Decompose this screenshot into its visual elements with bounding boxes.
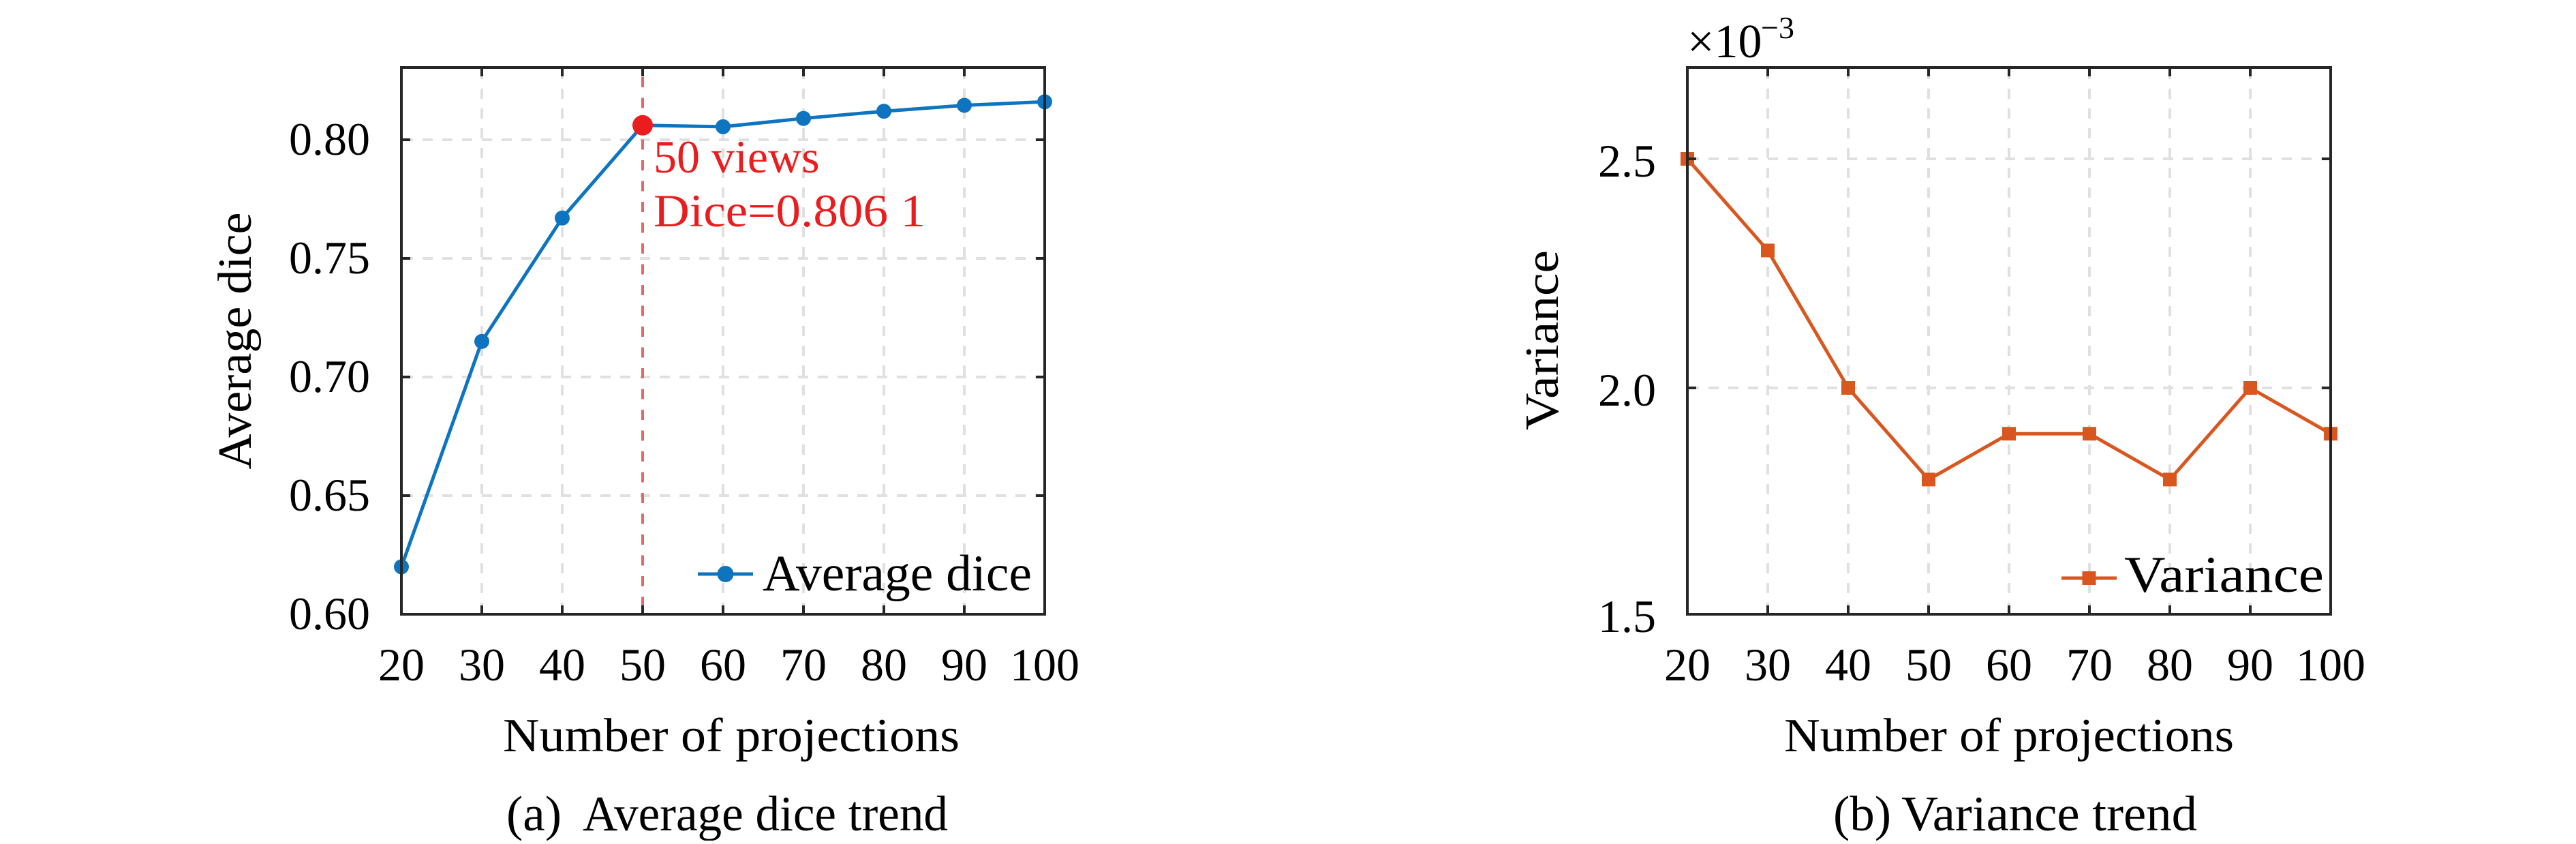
svg-text:Average dice: Average dice (763, 545, 1032, 602)
svg-text:0.70: 0.70 (289, 350, 370, 402)
svg-text:70: 70 (2066, 639, 2113, 691)
svg-text:100: 100 (2296, 639, 2365, 691)
svg-text:30: 30 (459, 639, 505, 691)
svg-text:60: 60 (1986, 639, 2032, 691)
svg-text:0.80: 0.80 (289, 113, 370, 165)
svg-text:40: 40 (539, 639, 585, 691)
svg-text:50 views: 50 views (654, 131, 820, 183)
svg-text:Number of projections: Number of projections (503, 710, 960, 762)
svg-text:50: 50 (1905, 639, 1952, 691)
svg-text:80: 80 (2147, 639, 2193, 691)
svg-text:Average dice trend: Average dice trend (583, 786, 948, 841)
svg-text:Variance: Variance (2124, 547, 2324, 603)
svg-text:Variance: Variance (1516, 250, 1569, 430)
svg-text:Variance trend: Variance trend (1901, 786, 2197, 841)
svg-text:2.0: 2.0 (1598, 364, 1656, 416)
svg-text:Average dice: Average dice (209, 213, 262, 470)
svg-text:0.65: 0.65 (289, 469, 370, 521)
svg-text:90: 90 (941, 639, 987, 691)
svg-text:50: 50 (619, 639, 666, 691)
svg-text:70: 70 (780, 639, 827, 691)
svg-text:60: 60 (700, 639, 746, 691)
svg-text:20: 20 (1664, 639, 1711, 691)
svg-text:0.75: 0.75 (289, 232, 370, 284)
svg-text:Dice=0.806 1: Dice=0.806 1 (654, 185, 925, 237)
svg-text:1.5: 1.5 (1598, 590, 1656, 642)
svg-text:20: 20 (378, 639, 425, 691)
svg-text:(a): (a) (506, 786, 562, 841)
svg-text:Number of projections: Number of projections (1784, 710, 2234, 762)
svg-text:30: 30 (1745, 639, 1791, 691)
svg-text:90: 90 (2227, 639, 2273, 691)
svg-text:80: 80 (861, 639, 907, 691)
svg-text:0.60: 0.60 (289, 588, 370, 639)
svg-text:40: 40 (1825, 639, 1871, 691)
svg-text:(b): (b) (1833, 786, 1891, 841)
svg-text:2.5: 2.5 (1598, 135, 1656, 187)
svg-text:−3: −3 (1761, 10, 1794, 45)
svg-text:×10: ×10 (1687, 16, 1762, 68)
svg-text:100: 100 (1010, 639, 1079, 691)
